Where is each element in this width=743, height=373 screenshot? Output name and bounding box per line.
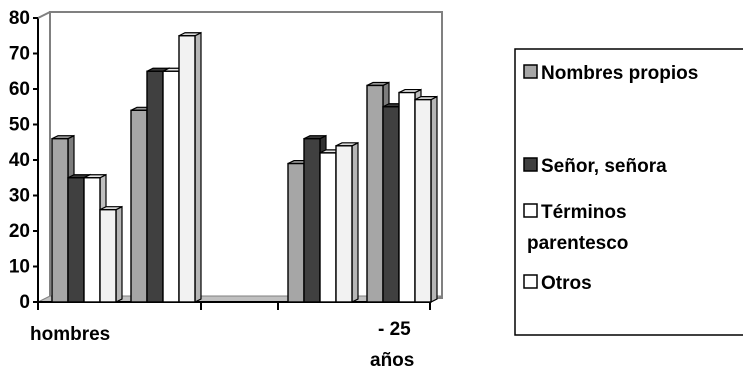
x-tick-label-hombres: hombres [30,324,110,345]
y-tick-label: 40 [9,150,30,171]
y-axis-ticks: 0 10 20 30 40 50 60 70 80 [9,8,38,313]
x-axis-ticks [37,302,431,310]
legend-swatch-nombres-propios [523,64,538,79]
legend-item-otros: Otros [523,273,592,294]
bar-front [178,35,196,303]
y-tick-label: 20 [9,221,30,242]
legend-swatch-otros [523,274,538,289]
bar-side [430,95,438,303]
y-tick-label: 70 [9,44,30,65]
x-tick-label-25-line1: - 25 [378,319,411,340]
legend-label-nombres-propios: Nombres propios [541,63,698,84]
legend-item-terminos-parentesco: Términos parentesco [523,202,628,254]
bar-front [382,106,400,303]
bar [414,95,438,303]
bar-front [414,98,432,303]
y-tick-label: 0 [19,292,30,313]
legend-label-terminos: Términos [541,202,627,223]
bar-front [146,70,164,303]
bar-front [99,208,117,303]
legend-item-senor-senora: Señor, señora [523,156,667,177]
y-tick-label: 60 [9,79,30,100]
legend-swatch-terminos-parentesco [523,203,538,218]
bar-front [287,162,305,303]
legend: Nombres propios Señor, señora Términos p… [514,48,743,336]
bar-front [162,70,180,303]
bar [178,31,202,303]
bar-front [335,145,353,303]
legend-box [514,48,743,336]
y-tick-label: 30 [9,186,30,207]
legend-label-senor-senora: Señor, señora [541,156,667,177]
x-tick-label-25-line2: años [370,350,414,371]
legend-label-parentesco: parentesco [527,233,628,254]
bar-front [366,84,384,303]
bar-front [83,177,101,303]
bar-side [115,205,123,303]
bars [51,31,438,303]
bar [99,205,123,303]
x-axis-labels: hombres - 25 años [30,319,414,371]
bar-front [319,152,337,303]
bar [335,141,359,303]
bar-front [130,109,148,303]
legend-swatch-senor-senora [523,157,538,172]
bar-front [303,137,321,303]
bar-side [351,141,359,303]
legend-item-nombres-propios: Nombres propios [523,63,698,84]
bar-front [67,177,85,303]
legend-label-otros: Otros [541,273,592,294]
y-tick-label: 10 [9,257,30,278]
y-tick-label: 80 [9,8,30,29]
bar-side [194,31,202,303]
y-axis-depth-line [37,11,51,19]
bar-front [398,91,416,303]
y-tick-label: 50 [9,115,30,136]
bar-front [51,137,69,303]
